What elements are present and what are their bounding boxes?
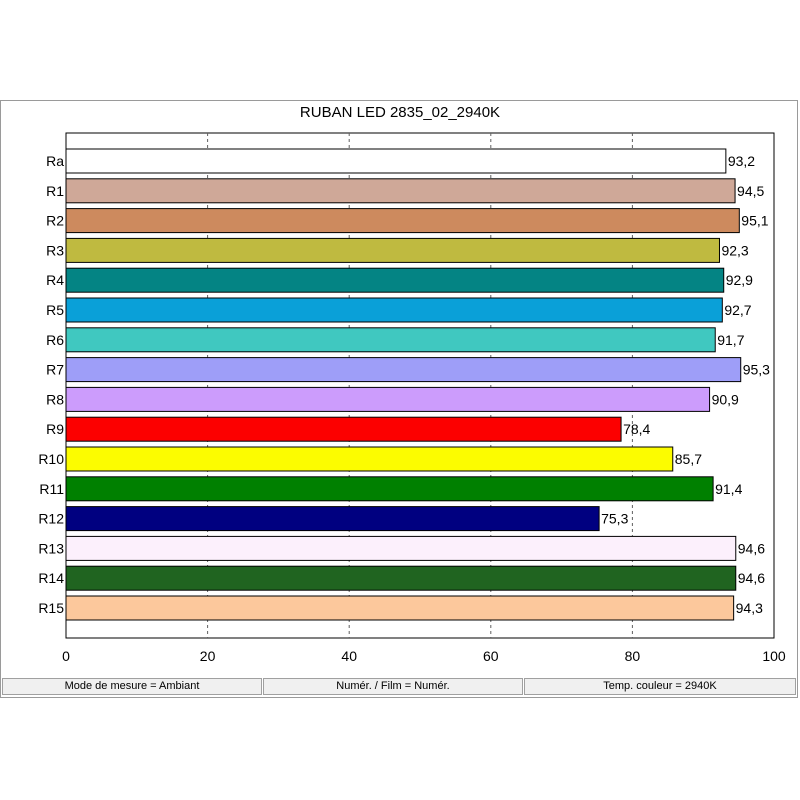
- x-tick-label: 80: [625, 648, 641, 664]
- category-label: R1: [46, 183, 64, 199]
- status-color-temp: Temp. couleur = 2940K: [524, 678, 796, 695]
- category-label: R5: [46, 302, 64, 318]
- value-label: 91,7: [717, 332, 744, 348]
- x-tick-label: 0: [62, 648, 70, 664]
- x-tick-label: 60: [483, 648, 499, 664]
- value-label: 94,6: [738, 570, 765, 586]
- value-label: 85,7: [675, 451, 702, 467]
- value-label: 75,3: [601, 511, 628, 527]
- bar-r12: [65, 506, 600, 532]
- category-label: R13: [38, 540, 64, 556]
- category-label: R10: [38, 451, 64, 467]
- labels: 0 20 40 60 80 100 Ra 93,2 R1 94,5 R2 95,1 R3 92,3 R4 92…: [38, 153, 786, 664]
- bars: [65, 148, 742, 621]
- x-tick-label: 40: [341, 648, 357, 664]
- value-label: 93,2: [728, 153, 755, 169]
- value-label: 92,9: [726, 272, 753, 288]
- x-tick-label: 20: [200, 648, 216, 664]
- x-tick-label: 100: [762, 648, 786, 664]
- category-label: R2: [46, 213, 64, 229]
- category-label: Ra: [46, 153, 64, 169]
- value-label: 90,9: [712, 391, 739, 407]
- bar-r4: [65, 267, 725, 293]
- bar-r8: [65, 386, 711, 412]
- value-label: 92,7: [724, 302, 751, 318]
- bar-r3: [65, 237, 720, 263]
- category-label: R15: [38, 600, 64, 616]
- status-measure-mode: Mode de mesure = Ambiant: [2, 678, 262, 695]
- value-label: 94,6: [738, 540, 765, 556]
- value-label: 91,4: [715, 481, 742, 497]
- bar-r11: [65, 476, 714, 502]
- category-label: R12: [38, 511, 64, 527]
- chart-title: RUBAN LED 2835_02_2940K: [299, 104, 501, 121]
- bar-r10: [65, 446, 674, 472]
- category-label: R7: [46, 362, 64, 378]
- category-label: R14: [38, 570, 64, 586]
- bar-r6: [65, 327, 716, 353]
- bar-r15: [65, 595, 735, 621]
- status-bar: Mode de mesure = Ambiant Numér. / Film =…: [2, 678, 796, 695]
- category-label: R11: [39, 481, 64, 497]
- category-label: R6: [46, 332, 64, 348]
- bar-r9: [65, 416, 622, 442]
- category-label: R3: [46, 242, 64, 258]
- value-label: 95,1: [741, 213, 768, 229]
- value-label: 92,3: [721, 242, 748, 258]
- bar-r5: [65, 297, 723, 323]
- bar-ra: [65, 148, 727, 174]
- bar-r7: [65, 357, 742, 383]
- value-label: 94,3: [736, 600, 763, 616]
- bar-r1: [65, 178, 736, 204]
- value-label: 94,5: [737, 183, 764, 199]
- value-label: 78,4: [623, 421, 650, 437]
- category-label: R8: [46, 391, 64, 407]
- category-label: R9: [46, 421, 64, 437]
- status-film-mode: Numér. / Film = Numér.: [263, 678, 523, 695]
- category-label: R4: [46, 272, 64, 288]
- bar-r14: [65, 565, 737, 591]
- bar-r13: [65, 535, 737, 561]
- bar-r2: [65, 208, 740, 234]
- value-label: 95,3: [743, 362, 770, 378]
